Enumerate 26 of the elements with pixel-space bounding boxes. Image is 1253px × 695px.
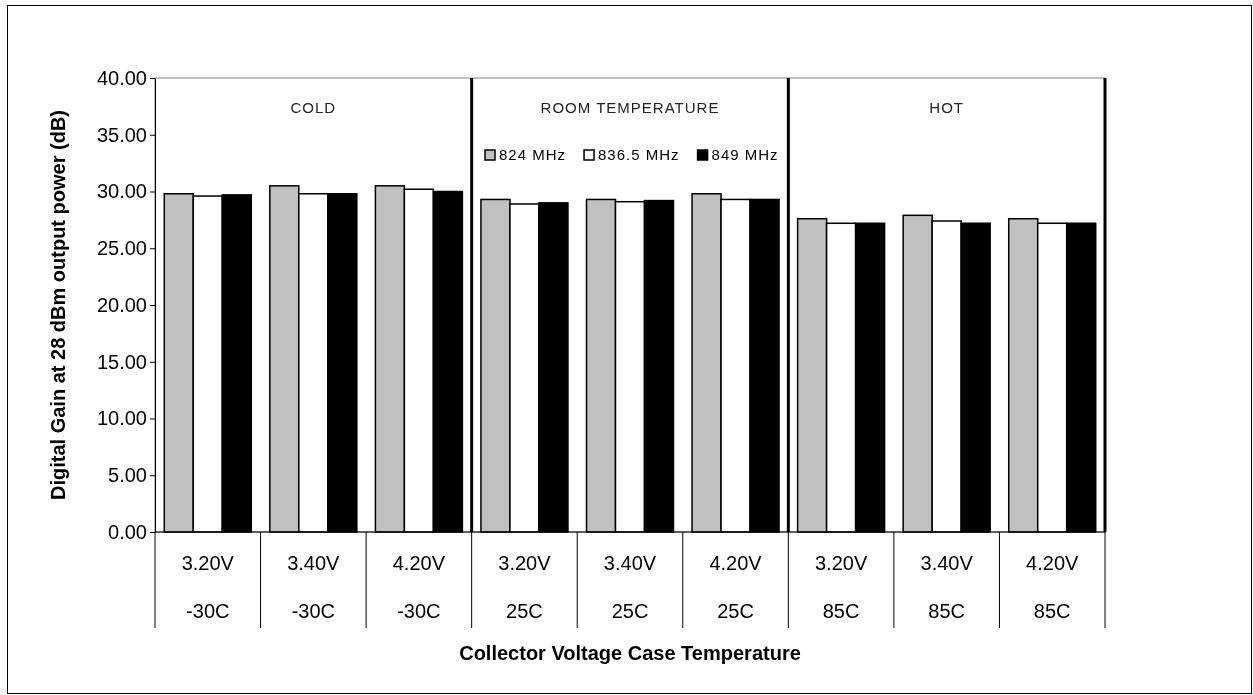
legend-label: 849 MHz [711, 146, 779, 163]
y-tick-label: 15.00 [96, 350, 147, 373]
category-label: 3.20V 85C [814, 552, 868, 622]
y-tick-label: 40.00 [96, 66, 147, 89]
annotation: HOT [929, 99, 964, 116]
category-label: 3.40V 25C [603, 552, 657, 622]
category-label: 3.40V -30C [287, 552, 340, 622]
category-label: 3.20V 25C [498, 552, 551, 622]
y-tick-label: 0.00 [108, 520, 147, 543]
category-label: 4.20V 25C [709, 552, 762, 622]
x-axis-title: Collector Voltage Case Temperature [459, 642, 801, 664]
annotation: ROOM TEMPERATURE [540, 99, 720, 116]
annotation: COLD [290, 99, 337, 116]
y-tick-label: 5.00 [108, 464, 147, 487]
y-tick-label: 20.00 [96, 293, 147, 316]
category-label: 3.20V -30C [181, 552, 234, 622]
legend-label: 824 MHz [499, 146, 567, 163]
y-tick-label: 10.00 [96, 407, 147, 430]
category-label: 4.20V 85C [1026, 552, 1079, 622]
category-label: 3.40V 85C [920, 552, 973, 622]
category-label: 4.20V -30C [392, 552, 446, 622]
y-axis-title: Digital Gain at 28 dBm output power (dB) [47, 110, 69, 500]
legend-label: 836.5 MHz [598, 146, 680, 163]
y-tick-label: 35.00 [96, 123, 147, 146]
y-tick-label: 30.00 [96, 180, 147, 203]
y-tick-label: 25.00 [96, 237, 147, 260]
